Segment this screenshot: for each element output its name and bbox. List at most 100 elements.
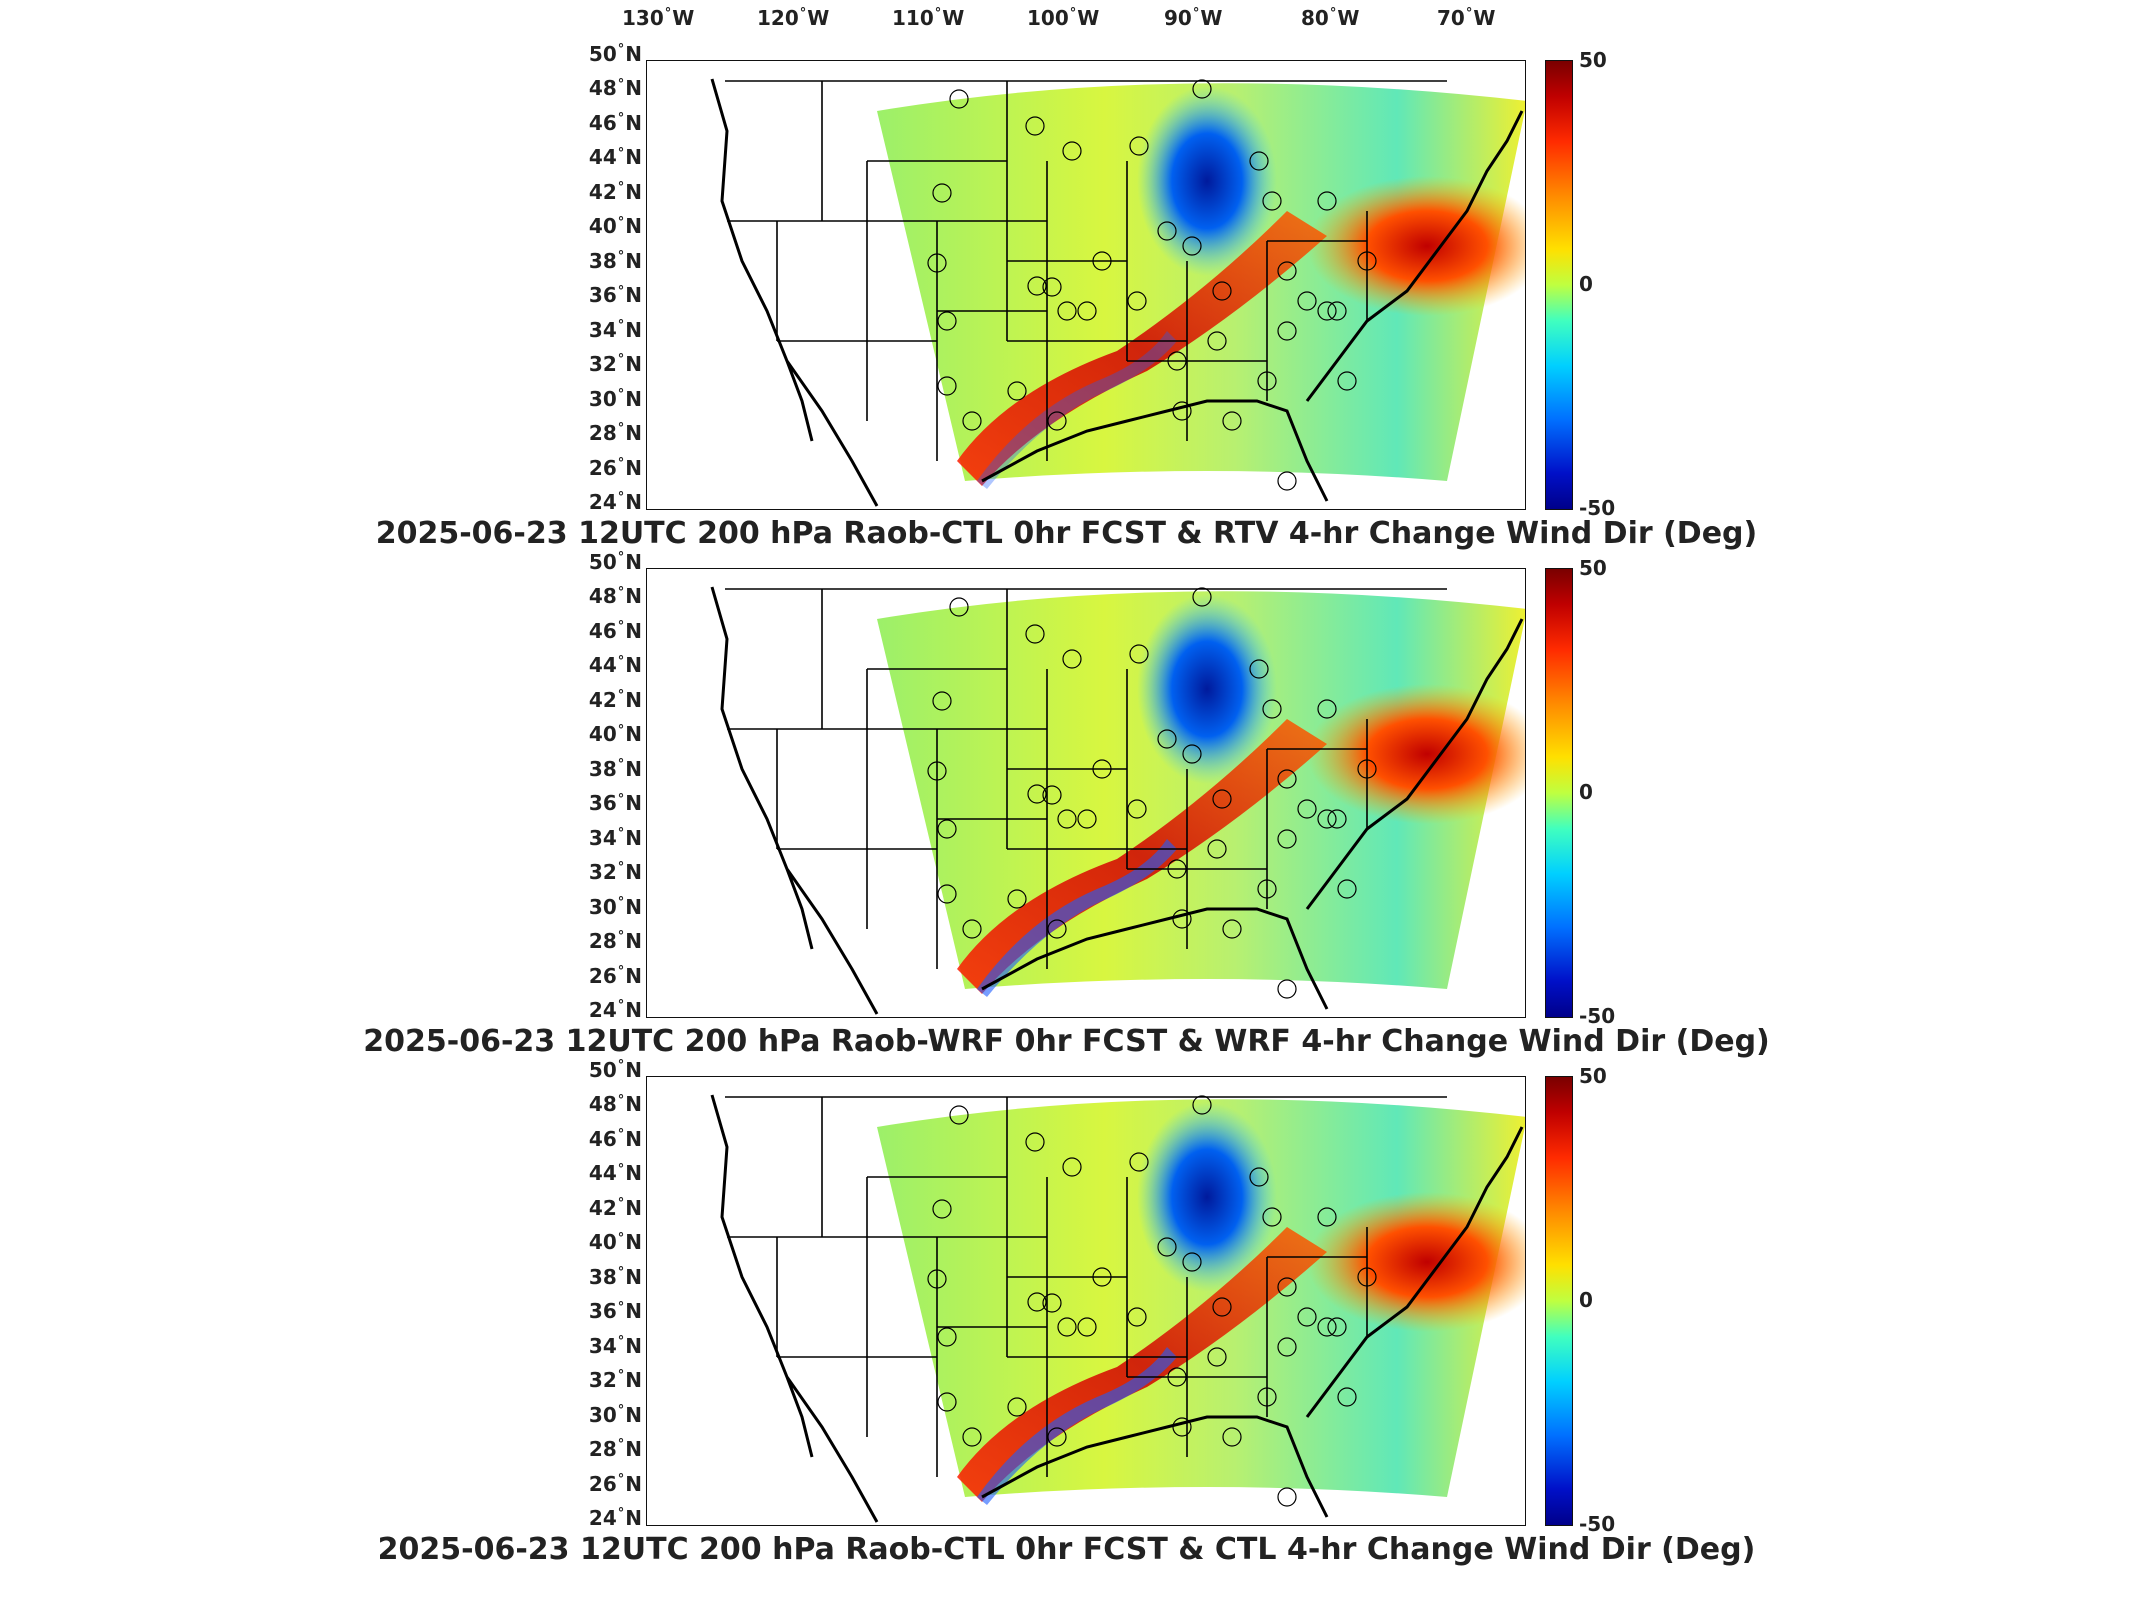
latitude-label: 48°N — [580, 76, 642, 100]
degree-symbol: ° — [617, 421, 625, 437]
raob-station-marker — [1212, 789, 1232, 809]
degree-symbol: ° — [1069, 6, 1077, 22]
raob-station-marker — [1277, 1337, 1297, 1357]
degree-symbol: ° — [617, 455, 625, 471]
latitude-label: 32°N — [580, 352, 642, 376]
raob-station-marker — [1257, 1387, 1277, 1407]
raob-station-marker — [949, 89, 969, 109]
raob-station-marker — [937, 819, 957, 839]
raob-station-marker — [1277, 979, 1297, 999]
raob-station-marker — [1047, 1427, 1067, 1447]
raob-station-marker — [1192, 1095, 1212, 1115]
raob-station-marker — [1249, 1167, 1269, 1187]
degree-symbol: ° — [617, 111, 625, 127]
coastline — [710, 1094, 1524, 1523]
raob-station-marker — [927, 761, 947, 781]
raob-station-marker — [962, 919, 982, 939]
raob-station-marker — [1277, 829, 1297, 849]
latitude-label-value: 48 — [588, 1092, 617, 1117]
degree-symbol: ° — [617, 1471, 625, 1487]
degree-symbol: ° — [799, 6, 807, 22]
latitude-label-unit: N — [625, 998, 642, 1022]
latitude-label-value: 42 — [588, 1195, 617, 1220]
longitude-label-unit: W — [1337, 6, 1360, 30]
degree-symbol: ° — [617, 1265, 625, 1281]
latitude-label: 44°N — [580, 145, 642, 169]
raob-station-marker — [1172, 401, 1192, 421]
latitude-label-value: 44 — [588, 653, 617, 678]
raob-station-marker — [1025, 1132, 1045, 1152]
latitude-label: 40°N — [580, 1230, 642, 1254]
latitude-label: 34°N — [580, 1334, 642, 1358]
latitude-label-unit: N — [625, 490, 642, 514]
raob-station-marker — [1317, 809, 1337, 829]
latitude-label-unit: N — [625, 653, 642, 678]
longitude-label-unit: W — [807, 6, 830, 30]
latitude-label: 30°N — [580, 1403, 642, 1427]
raob-station-marker — [1167, 1367, 1187, 1387]
latitude-label: 36°N — [580, 283, 642, 307]
colorbar-tick-label: 50 — [1579, 48, 1607, 72]
raob-station-marker — [1167, 351, 1187, 371]
latitude-label-unit: N — [625, 722, 642, 747]
raob-station-marker — [1257, 371, 1277, 391]
latitude-label-value: 50 — [588, 550, 617, 574]
latitude-label: 44°N — [580, 1161, 642, 1185]
latitude-label-unit: N — [625, 76, 642, 101]
latitude-label-value: 24 — [588, 1506, 617, 1530]
latitude-label-unit: N — [625, 1195, 642, 1220]
degree-symbol: ° — [617, 826, 625, 842]
latitude-label: 26°N — [580, 1472, 642, 1496]
latitude-label: 34°N — [580, 318, 642, 342]
latitude-label-unit: N — [625, 1092, 642, 1117]
raob-station-marker — [1042, 1293, 1062, 1313]
raob-station-marker — [1212, 1297, 1232, 1317]
latitude-label-value: 34 — [588, 317, 617, 342]
degree-symbol: ° — [617, 653, 625, 669]
latitude-label: 50°N — [580, 550, 642, 574]
degree-symbol: ° — [617, 688, 625, 704]
raob-station-marker — [1182, 1252, 1202, 1272]
raob-station-marker — [1182, 744, 1202, 764]
latitude-label-value: 36 — [588, 791, 617, 816]
raob-station-marker — [1129, 1152, 1149, 1172]
latitude-label-unit: N — [625, 894, 642, 919]
raob-station-marker — [1157, 729, 1177, 749]
raob-station-marker — [937, 884, 957, 904]
degree-symbol: ° — [617, 1402, 625, 1418]
latitude-label: 26°N — [580, 456, 642, 480]
latitude-label-unit: N — [625, 1230, 642, 1255]
raob-station-marker — [932, 1199, 952, 1219]
raob-station-marker — [1047, 411, 1067, 431]
latitude-label-value: 40 — [588, 1230, 617, 1255]
latitude-label-value: 28 — [588, 929, 617, 954]
raob-station-marker — [1127, 799, 1147, 819]
raob-station-marker — [1027, 276, 1047, 296]
colorbar — [1545, 60, 1573, 510]
raob-station-marker — [1277, 1277, 1297, 1297]
latitude-label-value: 38 — [588, 248, 617, 273]
latitude-label: 28°N — [580, 1437, 642, 1461]
raob-station-marker — [1027, 1292, 1047, 1312]
latitude-label: 32°N — [580, 1368, 642, 1392]
latitude-label-value: 44 — [588, 145, 617, 170]
latitude-label-unit: N — [625, 386, 642, 411]
latitude-label-unit: N — [625, 618, 642, 643]
latitude-label-value: 28 — [588, 1437, 617, 1462]
raob-station-marker — [1057, 1317, 1077, 1337]
latitude-label: 36°N — [580, 1299, 642, 1323]
latitude-label-value: 30 — [588, 1402, 617, 1427]
latitude-label-unit: N — [625, 1264, 642, 1289]
longitude-label-unit: W — [1200, 6, 1223, 30]
negative-anomaly-region — [1137, 594, 1277, 784]
raob-station-marker — [1357, 1267, 1377, 1287]
longitude-label-value: 70 — [1437, 6, 1465, 30]
degree-symbol: ° — [617, 1506, 625, 1522]
wind-direction-map — [710, 1094, 1525, 1523]
degree-symbol: ° — [1192, 6, 1200, 22]
degree-symbol: ° — [617, 1299, 625, 1315]
degree-symbol: ° — [617, 1127, 625, 1143]
degree-symbol: ° — [617, 998, 625, 1014]
latitude-label-unit: N — [625, 1333, 642, 1358]
raob-station-marker — [1327, 809, 1347, 829]
